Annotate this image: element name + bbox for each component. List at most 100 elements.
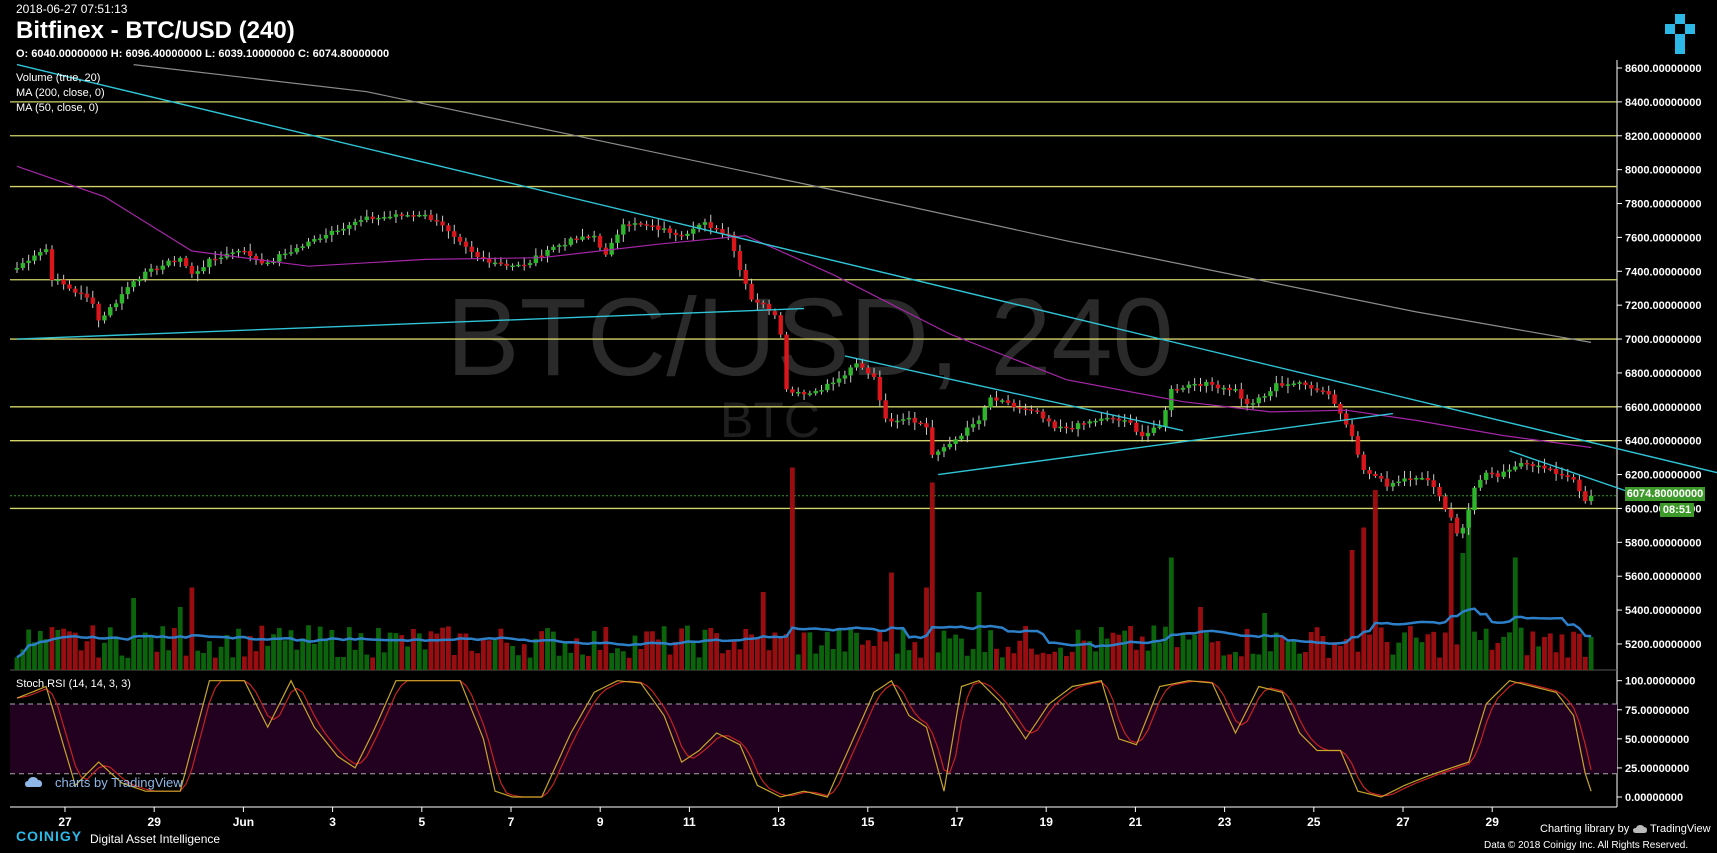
coinigy-brand[interactable]: COINIGY	[16, 828, 83, 844]
volume-bar	[1442, 632, 1448, 670]
volume-bar	[26, 629, 32, 670]
candle-body	[1320, 390, 1326, 392]
candle-body	[1507, 469, 1512, 472]
volume-bar	[626, 657, 632, 670]
candle-body	[387, 216, 393, 219]
rsi-tick-label: 50.00000000	[1625, 734, 1689, 746]
volume-bar	[376, 628, 381, 670]
volume-bar	[411, 628, 416, 670]
candle-body	[1361, 454, 1366, 471]
candle-body	[1093, 420, 1098, 423]
volume-bar	[953, 634, 959, 670]
candle-body	[1501, 471, 1506, 477]
candle-body	[1483, 472, 1489, 480]
volume-bar	[481, 638, 486, 670]
candle-body	[1023, 408, 1028, 411]
candle-body	[1390, 482, 1396, 487]
volume-bar	[947, 638, 953, 670]
volume-bar	[364, 654, 370, 670]
candle-body	[341, 228, 346, 231]
volume-bar	[1128, 626, 1133, 670]
volume-bar	[824, 631, 830, 670]
volume-bar	[556, 655, 562, 670]
price-tick-label: 7000.00000000	[1625, 334, 1701, 346]
candle-body	[1215, 384, 1221, 389]
candle-body	[125, 287, 130, 295]
candle-body	[84, 293, 90, 298]
candle-body	[1559, 473, 1565, 476]
volume-bar	[137, 638, 142, 670]
volume-bar	[1542, 636, 1547, 670]
candle-body	[487, 258, 492, 263]
ma50-line	[16, 165, 1592, 449]
volume-bar	[714, 633, 719, 670]
volume-bar	[1419, 642, 1425, 670]
candle-body	[1005, 400, 1011, 403]
volume-bar	[720, 653, 725, 670]
candle-body	[1186, 384, 1192, 388]
candle-body	[183, 258, 189, 266]
volume-bar	[1343, 638, 1349, 670]
tradingview-credit[interactable]: charts by TradingView	[55, 775, 183, 790]
coinigy-logo-icon[interactable]	[1655, 8, 1705, 58]
candle-body	[976, 420, 982, 425]
candle-body	[1396, 481, 1401, 484]
candle-body	[154, 268, 160, 271]
volume-bar	[434, 633, 440, 670]
volume-bar	[1093, 651, 1098, 670]
volume-bar	[189, 587, 195, 670]
volume-bar	[498, 628, 504, 670]
volume-bar	[1017, 640, 1023, 670]
candle-body	[708, 222, 713, 229]
candle-body	[347, 225, 352, 229]
candle-body	[1256, 397, 1261, 404]
volume-bar	[1431, 631, 1437, 670]
indicator-ma50-label[interactable]: MA (50, close, 0)	[16, 102, 99, 114]
volume-bar	[1547, 633, 1553, 670]
tradingview-cloud-icon	[25, 777, 42, 787]
candle-body	[265, 262, 270, 264]
volume-bar	[1005, 646, 1011, 670]
candle-body	[282, 253, 288, 256]
volume-bar	[620, 651, 626, 670]
indicator-volume-label[interactable]: Volume (true, 20)	[16, 72, 101, 84]
time-tick-label: 23	[1218, 815, 1232, 829]
volume-bar	[836, 628, 842, 670]
candle-body	[253, 256, 259, 260]
candle-body	[1011, 402, 1017, 408]
volume-bar	[37, 630, 43, 670]
candle-body	[714, 228, 719, 230]
volume-bar	[1489, 649, 1495, 670]
candle-body	[807, 393, 813, 395]
candle-body	[195, 271, 200, 274]
volume-bar	[539, 631, 545, 670]
indicator-stoch-label[interactable]: Stoch RSI (14, 14, 3, 3)	[16, 678, 131, 690]
tradingview-link[interactable]: TradingView	[1650, 823, 1711, 835]
candle-body	[1373, 473, 1378, 477]
volume-bar	[510, 645, 515, 670]
volume-bar	[865, 640, 871, 670]
volume-bar	[597, 649, 603, 670]
indicator-ma200-label[interactable]: MA (200, close, 0)	[16, 87, 105, 99]
volume-bar	[1203, 632, 1209, 670]
volume-bar	[1355, 651, 1361, 670]
volume-bar	[247, 635, 253, 670]
candle-body	[1489, 472, 1495, 475]
volume-bar	[236, 628, 241, 670]
candle-body	[411, 215, 416, 217]
volume-bar	[1064, 656, 1069, 670]
volume-bar	[160, 626, 166, 670]
candle-body	[970, 424, 976, 428]
candle-body	[667, 228, 673, 233]
candle-body	[702, 222, 708, 225]
candle-body	[539, 255, 544, 258]
volume-bar	[61, 628, 67, 670]
candle-body	[475, 251, 480, 258]
candle-body	[801, 392, 807, 395]
trend-lines	[16, 63, 1717, 496]
candle-body	[1513, 466, 1518, 470]
candle-body	[131, 281, 136, 288]
candle-body	[1029, 409, 1034, 411]
volume-bar	[1384, 642, 1390, 670]
